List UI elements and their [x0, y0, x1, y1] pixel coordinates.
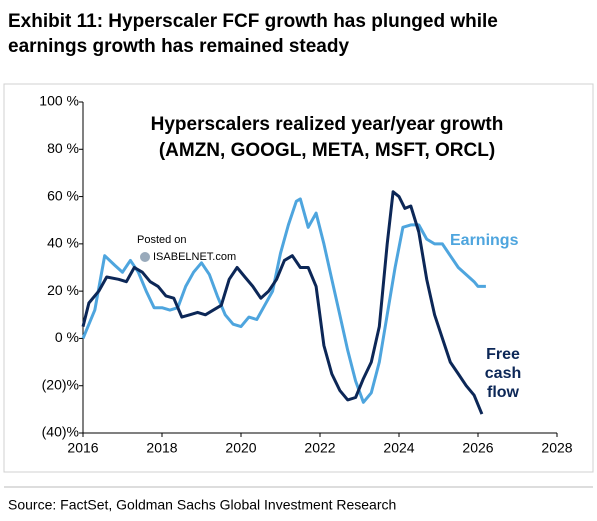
subtitle: Hyperscalers realized year/year growth: [151, 114, 504, 135]
x-tick-label: 2020: [225, 440, 256, 456]
series-line: [81, 190, 484, 415]
watermark: ISABELNET.com: [153, 251, 236, 263]
y-tick-label: 60 %: [47, 187, 79, 203]
y-tick-label: 40 %: [47, 235, 79, 251]
x-tick-label: 2024: [383, 440, 414, 456]
watermark-icon: [140, 252, 150, 262]
subtitle: (AMZN, GOOGL, META, MSFT, ORCL): [159, 140, 495, 161]
y-tick-label: (40)%: [42, 424, 79, 440]
watermark: Posted on: [137, 234, 187, 246]
legend-label: cash: [485, 365, 521, 382]
y-tick-label: 100 %: [39, 93, 79, 109]
y-tick-label: (20)%: [42, 376, 79, 392]
legend-label: flow: [487, 384, 520, 401]
x-tick-label: 2026: [462, 440, 493, 456]
y-tick-label: 80 %: [47, 140, 79, 156]
title: Exhibit 11: Hyperscaler FCF growth has p…: [8, 11, 498, 32]
legend-label: Earnings: [450, 232, 519, 249]
x-tick-label: 2028: [541, 440, 572, 456]
legend-label: Free: [486, 346, 520, 363]
panel-border: [3, 83, 594, 473]
y-tick-label: 20 %: [47, 282, 79, 298]
x-tick-label: 2018: [146, 440, 177, 456]
source: Source: FactSet, Goldman Sachs Global In…: [8, 497, 396, 513]
series-line: [81, 197, 486, 404]
x-tick-label: 2016: [67, 440, 98, 456]
title: earnings growth has remained steady: [8, 36, 349, 57]
y-tick-label: 0 %: [55, 329, 79, 345]
x-tick-label: 2022: [304, 440, 335, 456]
